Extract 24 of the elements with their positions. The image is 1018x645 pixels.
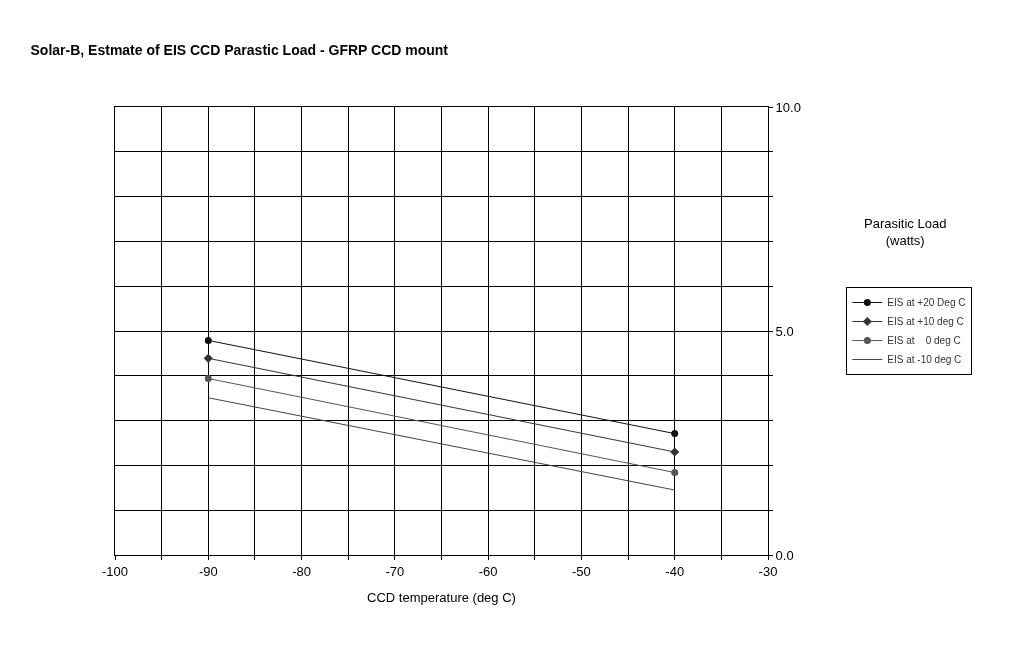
x-tick-label: -80 [292, 563, 311, 579]
x-tick-label: -70 [385, 563, 405, 579]
y-tick-label: 5.0 [775, 323, 794, 339]
point [203, 353, 213, 363]
x-tick-label: -40 [665, 563, 685, 579]
legend-label: EIS at +20 Deg C [887, 297, 966, 309]
x-axis-title: CCD temperature (deg C) [367, 590, 516, 606]
y-axis-title: Parasitic Load (watts) [864, 216, 947, 248]
legend-label: EIS at +10 deg C [887, 316, 964, 328]
x-tick-label: -50 [572, 563, 591, 579]
chart-title: Solar-B, Estmate of EIS CCD Parastic Load - GFRP CCD mount [30, 41, 449, 58]
point [670, 447, 680, 457]
x-tick-label: -90 [198, 563, 218, 579]
point [671, 469, 679, 477]
point [204, 374, 212, 382]
x-tick-label: -100 [101, 563, 129, 579]
x-tick-label: -30 [758, 563, 778, 579]
point [204, 336, 212, 344]
point [671, 430, 679, 438]
y-tick-label: 10.0 [775, 99, 801, 115]
y-tick-label: 0.0 [775, 547, 794, 563]
legend-label: EIS at 0 deg C [887, 335, 961, 347]
x-tick-label: -60 [478, 563, 498, 579]
legend-label: EIS at -10 deg C [887, 354, 962, 366]
